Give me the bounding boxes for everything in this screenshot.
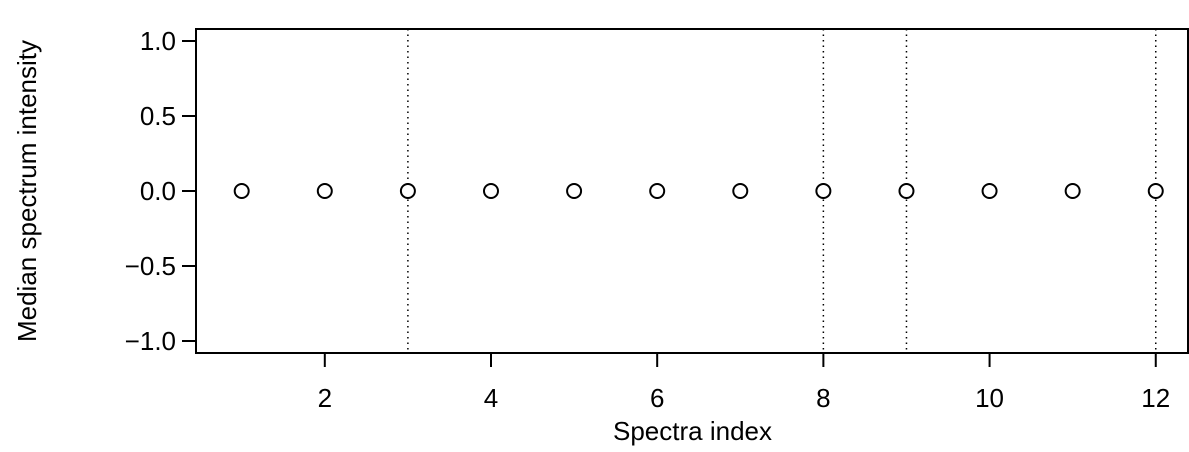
y-tick-label: 1.0 (140, 26, 176, 56)
x-tick-label: 10 (975, 383, 1004, 413)
reference-lines (407, 29, 1157, 353)
data-point (815, 183, 832, 199)
tick-labels: 1.0 0.5 0.0 −0.5 −1.0 2 4 6 8 10 12 (125, 26, 1171, 413)
y-tick-label: 0.0 (140, 176, 176, 206)
data-point (649, 183, 666, 199)
data-point (1147, 183, 1164, 199)
data-point (1064, 183, 1081, 199)
data-points (233, 183, 1164, 199)
data-point (233, 183, 250, 199)
data-point (898, 183, 915, 199)
y-axis-title: Median spectrum intensity (12, 40, 42, 342)
x-tick-label: 8 (816, 383, 830, 413)
x-tick-label: 4 (484, 383, 498, 413)
x-tick-label: 2 (318, 383, 332, 413)
x-axis-title: Spectra index (613, 416, 772, 446)
data-point (732, 183, 749, 199)
axes (182, 28, 1189, 367)
data-point (981, 183, 998, 199)
plot-frame (195, 28, 1189, 354)
data-point (316, 183, 333, 199)
y-tick-label: 0.5 (140, 101, 176, 131)
data-point (399, 183, 416, 199)
y-tick-label: −0.5 (125, 251, 176, 281)
y-tick-label: −1.0 (125, 326, 176, 356)
x-tick-label: 6 (650, 383, 664, 413)
data-point (482, 183, 499, 199)
x-tick-label: 12 (1141, 383, 1170, 413)
data-point (566, 183, 583, 199)
